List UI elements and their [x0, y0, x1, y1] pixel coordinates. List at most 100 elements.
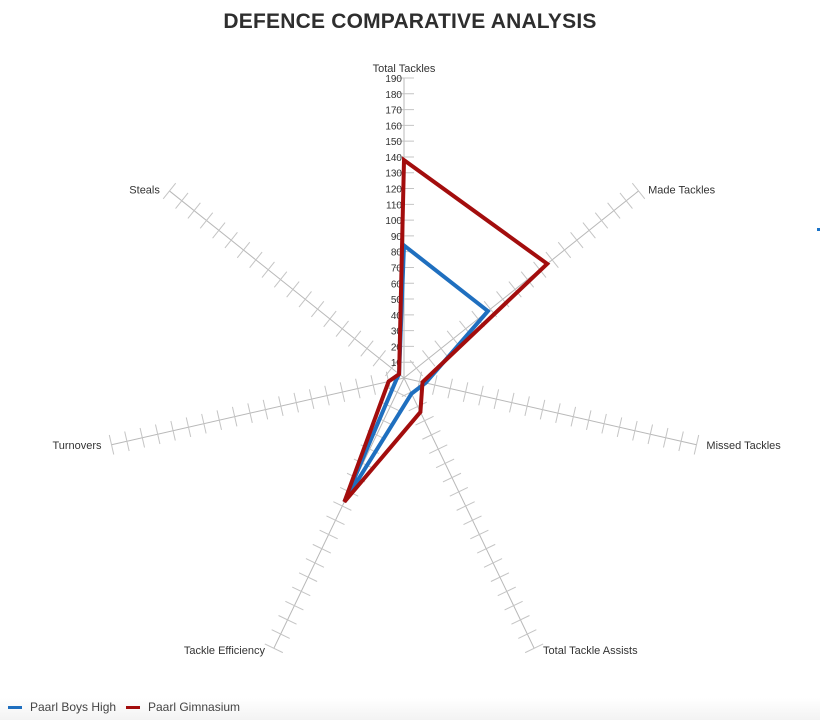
axis-label-tackle-efficiency: Tackle Efficiency [184, 645, 266, 657]
legend-item-paarl-gimnasium[interactable]: Paarl Gimnasium [126, 700, 240, 714]
axis-tick-steals-60 [323, 310, 337, 328]
axis-tick-missed-tackles-130 [601, 413, 607, 434]
axis-tick-tackle-efficiency-100 [326, 515, 345, 526]
axis-tick-made-tackles-150 [582, 222, 596, 239]
edge-marker [817, 228, 820, 231]
legend-swatch-paarl-boys-high [8, 705, 22, 709]
axis-line-missed-tackles [403, 377, 697, 446]
data-point-paarl-gimnasium-total-tackles [403, 159, 405, 161]
series-line-paarl-gimnasium [342, 156, 551, 504]
axis-tick-total-tackle-assists-40 [422, 430, 441, 440]
axis-tick-steals-20 [372, 350, 386, 367]
axis-tick-tackle-efficiency-180 [271, 629, 290, 639]
chart-title: DEFENCE COMPARATIVE ANALYSIS [223, 10, 597, 33]
axis-tick-steals-10 [385, 360, 399, 377]
tick-label-140: 140 [385, 153, 402, 164]
axis-tick-missed-tackles-120 [586, 410, 592, 431]
tick-label-60: 60 [391, 279, 403, 290]
axis-tick-tackle-efficiency-140 [298, 572, 318, 582]
series-line-paarl-boys-high [342, 241, 491, 503]
axis-tick-total-tackle-assists-100 [463, 515, 482, 526]
axis-label-made-tackles: Made Tackles [648, 185, 716, 197]
axis-line-tackle-efficiency [273, 377, 405, 649]
axis-tick-steals-80 [298, 291, 312, 308]
axis-tick-turnovers-70 [293, 392, 299, 413]
axis-tick-total-tackle-assists-60 [435, 458, 455, 469]
tick-label-110: 110 [386, 200, 402, 211]
axis-tick-steals-190 [162, 182, 177, 200]
axis-tick-turnovers-150 [170, 420, 176, 441]
tick-label-80: 80 [391, 248, 403, 259]
axis-tick-made-tackles-20 [422, 350, 436, 367]
axis-tick-total-tackle-assists-110 [470, 529, 489, 540]
axis-tick-missed-tackles-190 [693, 434, 700, 455]
legend-label-paarl-boys-high: Paarl Boys High [30, 700, 117, 714]
axis-tick-steals-40 [347, 330, 362, 347]
axis-tick-missed-tackles-90 [539, 399, 546, 420]
tick-label-40: 40 [391, 311, 403, 322]
legend-item-paarl-boys-high[interactable]: Paarl Boys High [8, 700, 116, 714]
axis-label-total-tackle-assists: Total Tackle Assists [543, 645, 638, 657]
axis-line-total-tackle-assists [403, 377, 535, 649]
axis-tick-total-tackle-assists-170 [511, 615, 530, 625]
axis-tick-total-tackle-assists-140 [490, 572, 510, 582]
axis-tick-steals-110 [261, 261, 275, 278]
axis-tick-missed-tackles-100 [555, 403, 561, 423]
tick-label-180: 180 [385, 90, 402, 101]
axis-tick-total-tackle-assists-90 [456, 501, 475, 511]
tick-label-layer: 10 20 30 40 50 60 70 80 90 100 110 120 130 140 150 160 1… [385, 74, 402, 369]
axis-tick-missed-tackles-160 [647, 424, 654, 445]
axis-tick-total-tackle-assists-130 [483, 558, 503, 568]
data-point-paarl-boys-high-missed-tackles [425, 382, 427, 384]
axis-tick-missed-tackles-50 [478, 385, 484, 406]
axis-tick-turnovers-110 [231, 406, 238, 427]
axis-tick-made-tackles-90 [508, 281, 522, 298]
axis-tick-total-tackle-assists-150 [497, 586, 516, 597]
axis-tick-steals-170 [187, 202, 201, 219]
axis-label-layer: Total Tackles Made Tackles Missed Tackles T… [52, 63, 781, 657]
axis-tick-missed-tackles-70 [509, 392, 515, 413]
axis-tick-turnovers-90 [262, 399, 269, 420]
axis-tick-tackle-efficiency-160 [285, 600, 304, 611]
axis-tick-total-tackle-assists-30 [415, 415, 434, 426]
axis-tick-total-tackle-assists-20 [408, 401, 427, 412]
axis-tick-steals-50 [335, 320, 349, 337]
data-point-paarl-boys-high-made-tackles [487, 310, 489, 312]
axis-tick-total-tackle-assists-80 [449, 487, 469, 497]
axis-tick-steals-120 [249, 251, 263, 268]
axis-tick-steals-140 [224, 232, 238, 249]
axis-tick-total-tackle-assists-180 [518, 629, 537, 639]
data-point-paarl-gimnasium-total-tackle-assists [419, 411, 421, 413]
axis-tick-turnovers-30 [355, 378, 361, 399]
tick-label-70: 70 [391, 263, 403, 274]
tick-label-100: 100 [385, 216, 402, 227]
axis-tick-turnovers-140 [185, 417, 192, 438]
axis-tick-steals-100 [273, 271, 288, 288]
legend-swatch-paarl-gimnasium [126, 705, 140, 709]
axis-tick-steals-160 [199, 212, 214, 229]
data-point-paarl-boys-high-turnovers [395, 379, 397, 381]
axis-tick-missed-tackles-140 [616, 417, 623, 438]
data-point-paarl-gimnasium-turnovers [388, 381, 390, 382]
axis-label-turnovers: Turnovers [52, 440, 102, 452]
axis-label-steals: Steals [129, 185, 160, 197]
tick-label-120: 120 [385, 185, 402, 196]
axis-line-turnovers [111, 377, 405, 446]
tick-label-190: 190 [385, 74, 402, 85]
axis-tick-tackle-efficiency-170 [278, 615, 297, 625]
axis-tick-turnovers-20 [370, 375, 376, 395]
axis-tick-total-tackle-assists-50 [429, 444, 448, 454]
data-point-paarl-gimnasium-steals [398, 373, 400, 375]
axis-tick-made-tackles-100 [520, 271, 535, 288]
axis-tick-missed-tackles-170 [662, 427, 669, 448]
axis-tick-missed-tackles-110 [570, 406, 577, 427]
tick-label-30: 30 [391, 327, 403, 338]
axis-tick-missed-tackles-80 [524, 396, 530, 416]
axis-tick-made-tackles-170 [607, 202, 621, 219]
axis-tick-turnovers-190 [108, 434, 115, 455]
axis-tick-turnovers-60 [308, 389, 315, 409]
axis-tick-total-tackle-assists-160 [504, 600, 523, 611]
tick-label-10: 10 [391, 358, 403, 369]
axis-tick-tackle-efficiency-150 [292, 586, 311, 597]
